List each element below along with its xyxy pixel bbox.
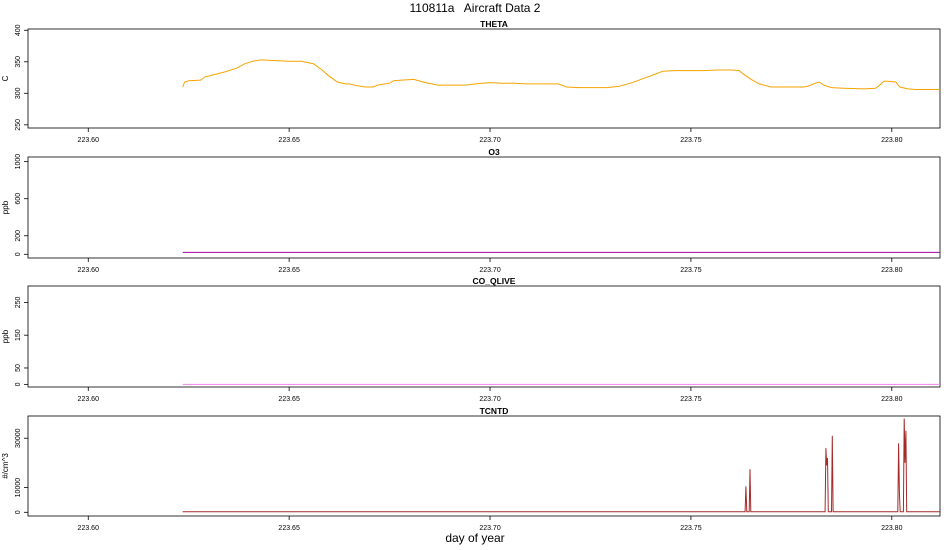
- o3-y-tick-label: 200: [15, 230, 22, 242]
- co-qlive-y-tick-label: 150: [15, 329, 22, 341]
- o3-x-tick-label: 223.75: [680, 267, 702, 274]
- tcntd-x-tick-label: 223.65: [278, 525, 300, 532]
- theta-y-tick-label: 250: [15, 119, 22, 131]
- co-qlive-x-tick-label: 223.75: [680, 396, 702, 403]
- theta-x-tick-label: 223.60: [78, 137, 100, 144]
- theta-y-tick-label: 300: [15, 87, 22, 99]
- o3-y-axis-label: ppb: [1, 200, 10, 214]
- o3-panel-title: O3: [488, 147, 500, 157]
- co-qlive-plot-frame: [27, 285, 941, 388]
- theta-plot-frame: [27, 28, 941, 129]
- co-qlive-x-tick-label: 223.60: [78, 396, 100, 403]
- tcntd-panel-title: TCNTD: [480, 406, 509, 416]
- tcntd-x-tick-label: 223.60: [78, 525, 100, 532]
- tcntd-y-tick-label: 10000: [15, 478, 22, 498]
- o3-x-tick-label: 223.80: [881, 267, 903, 274]
- theta-x-tick-label: 223.75: [680, 137, 702, 144]
- o3-y-tick-label: 1000: [15, 154, 22, 170]
- theta-series-line: [182, 59, 940, 90]
- tcntd-plot-frame: [27, 415, 941, 517]
- o3-x-tick-label: 223.60: [78, 267, 100, 274]
- theta-y-axis-label: C: [1, 75, 10, 81]
- theta-y-tick-label: 350: [15, 56, 22, 68]
- chart-main-title: 110811a Aircraft Data 2: [409, 1, 541, 15]
- co-qlive-y-tick-label: 50: [15, 364, 22, 372]
- co-qlive-y-axis-label: ppb: [1, 329, 10, 343]
- o3-x-tick-label: 223.70: [479, 267, 501, 274]
- theta-x-tick-label: 223.80: [881, 137, 903, 144]
- co-qlive-x-tick-label: 223.65: [278, 396, 300, 403]
- o3-y-tick-label: 0: [15, 252, 22, 256]
- co-qlive-y-tick-label: 250: [15, 296, 22, 308]
- co-qlive-x-tick-label: 223.70: [479, 396, 501, 403]
- co-qlive-x-tick-label: 223.80: [881, 396, 903, 403]
- co-qlive-y-tick-label: 0: [15, 382, 22, 386]
- tcntd-y-axis-label: #/cm^3: [1, 453, 10, 479]
- co-qlive-panel-title: CO_QLIVE: [473, 276, 516, 286]
- tcntd-x-tick-label: 223.80: [881, 525, 903, 532]
- o3-x-tick-label: 223.65: [278, 267, 300, 274]
- tcntd-y-tick-label: 0: [15, 510, 22, 514]
- tcntd-x-tick-label: 223.70: [479, 525, 501, 532]
- theta-x-tick-label: 223.70: [479, 137, 501, 144]
- theta-y-tick-label: 400: [15, 24, 22, 36]
- o3-plot-frame: [27, 156, 941, 259]
- x-axis-title: day of year: [445, 531, 505, 545]
- tcntd-x-tick-label: 223.75: [680, 525, 702, 532]
- theta-x-tick-label: 223.65: [278, 137, 300, 144]
- o3-y-tick-label: 600: [15, 193, 22, 205]
- tcntd-series-line: [182, 418, 940, 513]
- tcntd-y-tick-label: 30000: [15, 428, 22, 448]
- theta-panel-title: THETA: [480, 19, 508, 29]
